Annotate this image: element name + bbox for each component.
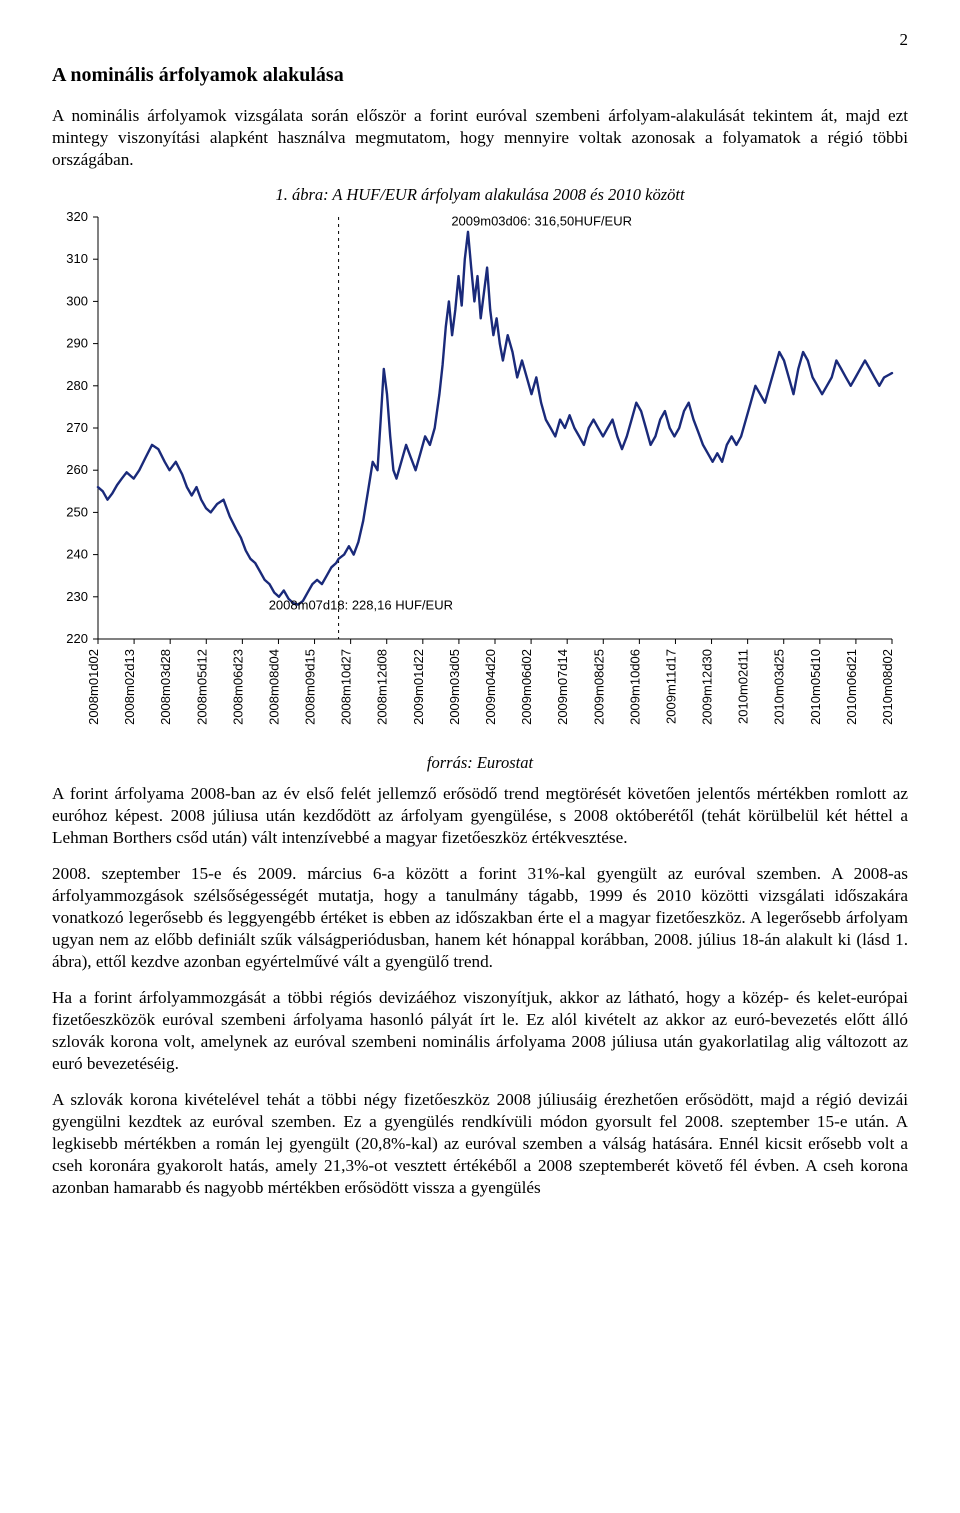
paragraph-4: Ha a forint árfolyammozgását a többi rég… (52, 987, 908, 1075)
svg-text:260: 260 (66, 462, 88, 477)
huf-eur-line-chart: 220 230 240 250 260 270 280 290 300 310 320 2008m01… (52, 209, 898, 749)
svg-text:2008m07d18: 228,16 HUF/EUR: 2008m07d18: 228,16 HUF/EUR (269, 598, 453, 613)
svg-text:2009m01d22: 2009m01d22 (411, 649, 426, 725)
svg-text:320: 320 (66, 209, 88, 224)
svg-text:220: 220 (66, 631, 88, 646)
svg-text:2009m03d05: 2009m03d05 (447, 649, 462, 725)
svg-text:2009m07d14: 2009m07d14 (555, 649, 570, 725)
svg-text:2010m02d11: 2010m02d11 (736, 649, 751, 724)
svg-text:270: 270 (66, 420, 88, 435)
paragraph-3: 2008. szeptember 15-e és 2009. március 6… (52, 863, 908, 973)
svg-text:2009m03d06: 316,50HUF/EUR: 2009m03d06: 316,50HUF/EUR (451, 213, 632, 228)
page: 2 A nominális árfolyamok alakulása A nom… (0, 0, 960, 1253)
svg-text:2009m08d25: 2009m08d25 (591, 649, 606, 725)
svg-text:2008m08d04: 2008m08d04 (266, 649, 281, 725)
svg-text:230: 230 (66, 589, 88, 604)
page-number: 2 (52, 30, 908, 50)
svg-text:2008m02d13: 2008m02d13 (122, 649, 137, 725)
svg-text:2008m06d23: 2008m06d23 (230, 649, 245, 725)
svg-text:2008m09d15: 2008m09d15 (303, 649, 318, 725)
svg-text:300: 300 (66, 293, 88, 308)
svg-text:2009m11d17: 2009m11d17 (663, 649, 678, 724)
svg-text:2008m03d28: 2008m03d28 (158, 649, 173, 725)
svg-text:2009m12d30: 2009m12d30 (700, 649, 715, 725)
figure-caption: 1. ábra: A HUF/EUR árfolyam alakulása 20… (52, 185, 908, 205)
svg-text:2010m03d25: 2010m03d25 (772, 649, 787, 725)
svg-text:240: 240 (66, 547, 88, 562)
svg-text:2009m10d06: 2009m10d06 (627, 649, 642, 725)
svg-text:2008m05d12: 2008m05d12 (194, 649, 209, 725)
paragraph-2: A forint árfolyama 2008-ban az év első f… (52, 783, 908, 849)
svg-text:2010m08d02: 2010m08d02 (880, 649, 895, 725)
svg-text:290: 290 (66, 336, 88, 351)
svg-text:2009m06d02: 2009m06d02 (519, 649, 534, 725)
paragraph-intro: A nominális árfolyamok vizsgálata során … (52, 105, 908, 171)
svg-text:310: 310 (66, 251, 88, 266)
svg-text:2010m06d21: 2010m06d21 (844, 649, 859, 725)
svg-text:2010m05d10: 2010m05d10 (808, 649, 823, 725)
svg-text:2009m04d20: 2009m04d20 (483, 649, 498, 725)
svg-text:2008m01d02: 2008m01d02 (86, 649, 101, 725)
section-title: A nominális árfolyamok alakulása (52, 64, 908, 87)
chart-container: 220 230 240 250 260 270 280 290 300 310 320 2008m01… (52, 209, 908, 749)
svg-text:2008m10d27: 2008m10d27 (339, 649, 354, 725)
figure-source: forrás: Eurostat (52, 753, 908, 773)
svg-text:2008m12d08: 2008m12d08 (375, 649, 390, 725)
svg-text:280: 280 (66, 378, 88, 393)
svg-text:250: 250 (66, 504, 88, 519)
paragraph-5: A szlovák korona kivételével tehát a töb… (52, 1089, 908, 1199)
